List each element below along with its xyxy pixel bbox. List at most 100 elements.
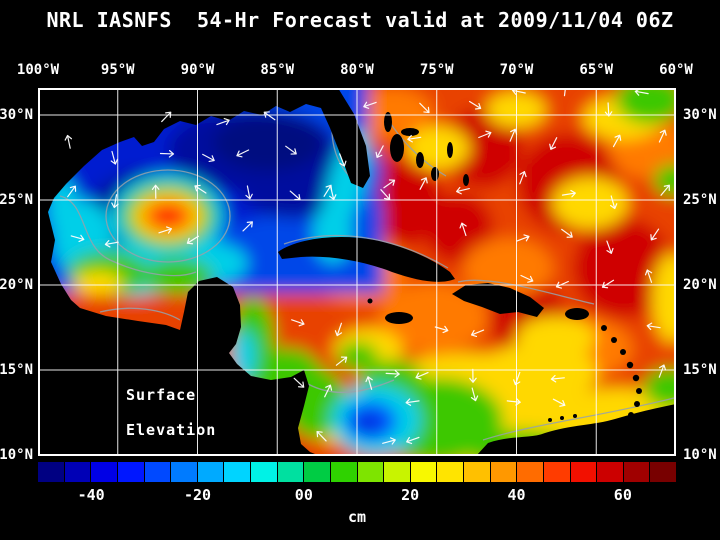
lat-tick-label-right: 25°N — [683, 192, 717, 208]
vector-arrow-icon — [658, 129, 667, 143]
vector-arrow-icon — [415, 372, 429, 380]
colorbar-segment — [517, 462, 544, 482]
vector-arrow-icon — [104, 240, 119, 248]
vector-arrow-icon — [186, 235, 199, 245]
vector-arrow-icon — [601, 279, 615, 289]
map-plot: Surface Elevation — [38, 88, 676, 456]
vector-arrow-icon — [459, 222, 467, 237]
vector-arrow-icon — [419, 102, 430, 114]
vector-arrow-icon — [405, 398, 420, 406]
vector-arrow-icon — [365, 376, 373, 390]
colorbar-segment — [224, 462, 251, 482]
vector-arrow-icon — [550, 374, 565, 383]
vector-arrow-icon — [161, 111, 172, 123]
colorbar-segment — [570, 462, 598, 482]
vector-arrow-icon — [385, 370, 400, 378]
grid-lines — [38, 88, 676, 456]
vector-arrow-icon — [610, 195, 618, 210]
vector-arrow-icon — [658, 364, 667, 378]
vector-arrow-icon — [64, 134, 73, 149]
vector-arrow-icon — [382, 437, 396, 445]
vector-arrow-icon — [506, 398, 521, 406]
vector-arrow-icon — [419, 177, 428, 190]
vector-arrow-icon — [263, 111, 276, 121]
colorbar-segment — [304, 462, 331, 482]
vector-arrow-icon — [289, 190, 301, 201]
vector-arrow-icon — [291, 319, 305, 327]
figure-title: NRL IASNFS 54-Hr Forecast valid at 2009/… — [46, 8, 674, 32]
colorbar-segment — [384, 462, 411, 482]
cuba-landmass — [278, 237, 455, 282]
jamaica-landmass — [385, 312, 413, 324]
lat-tick-label-left: 25°N — [0, 192, 33, 208]
lon-tick-label: 85°W — [260, 62, 295, 78]
vector-arrow-icon — [383, 179, 396, 189]
vector-arrow-icon — [159, 150, 175, 158]
colorbar-tick-label: 40 — [507, 486, 526, 504]
lat-tick-label-left: 15°N — [0, 362, 33, 378]
colorbar-tick-label: -20 — [183, 486, 212, 504]
vector-arrow-icon — [151, 184, 160, 199]
vector-arrow-icon — [339, 153, 347, 167]
colorbar-segment — [38, 462, 65, 482]
vector-arrow-icon — [606, 240, 614, 254]
vector-arrow-icon — [516, 234, 530, 242]
vector-arrow-icon — [216, 117, 230, 126]
colorbar-segment — [543, 462, 571, 482]
vector-arrow-icon — [293, 377, 305, 388]
colorbar-segment — [144, 462, 172, 482]
colorbar-segment — [330, 462, 358, 482]
colorbar-segment — [597, 462, 624, 482]
vector-arrow-icon — [552, 398, 566, 407]
vector-arrow-icon — [245, 185, 253, 200]
vector-arrow-icon — [561, 228, 573, 238]
vector-arrow-icon — [335, 356, 348, 366]
colorbar-segment — [91, 462, 118, 482]
colorbar-segment — [357, 462, 385, 482]
colorbar-segment — [650, 462, 676, 482]
lon-tick-label: 95°W — [100, 62, 135, 78]
map-canvas — [38, 88, 676, 456]
vector-arrow-icon — [519, 171, 527, 185]
colorbar-segment — [623, 462, 651, 482]
vector-arrow-icon — [324, 384, 333, 398]
vector-arrow-icon — [407, 134, 422, 143]
vector-arrow-icon — [469, 100, 482, 110]
vector-arrow-icon — [561, 189, 576, 198]
lat-tick-label-right: 15°N — [683, 362, 717, 378]
vector-arrow-icon — [470, 387, 479, 402]
vector-arrow-icon — [644, 269, 653, 283]
colorbar-segment — [464, 462, 491, 482]
lat-tick-label-left: 10°N — [0, 447, 33, 463]
lon-tick-label: 90°W — [180, 62, 215, 78]
vector-arrow-icon — [111, 194, 119, 209]
vector-arrow-icon — [650, 228, 660, 241]
vector-arrow-icon — [520, 274, 534, 283]
vector-arrow-icon — [334, 322, 343, 337]
land-masses — [38, 88, 676, 456]
lon-tick-label: 80°W — [340, 62, 374, 78]
vector-arrow-icon — [604, 102, 613, 117]
annotation-elevation: Elevation — [126, 421, 217, 439]
colorbar-tick-label: 00 — [294, 486, 313, 504]
lon-tick-label: 60°W — [659, 62, 693, 78]
colorbar-segment — [64, 462, 92, 482]
colorbar-units-label: cm — [347, 508, 367, 526]
vector-arrow-icon — [380, 189, 391, 200]
vector-arrow-icon — [478, 130, 492, 139]
vector-arrow-icon — [363, 101, 377, 109]
map-frame — [38, 88, 676, 456]
current-vector-arrows — [64, 88, 670, 445]
vector-arrow-icon — [646, 322, 661, 331]
vector-arrow-icon — [67, 185, 77, 198]
colorbar-segment — [117, 462, 145, 482]
lon-tick-label: 65°W — [579, 62, 614, 78]
vector-arrow-icon — [509, 128, 518, 142]
vector-arrow-icon — [329, 186, 337, 201]
colorbar-segment — [171, 462, 198, 482]
vector-arrow-icon — [70, 234, 85, 243]
vector-arrow-icon — [549, 137, 558, 150]
colorbar-segment — [490, 462, 518, 482]
vector-arrow-icon — [194, 184, 207, 194]
vector-arrow-icon — [456, 186, 470, 195]
